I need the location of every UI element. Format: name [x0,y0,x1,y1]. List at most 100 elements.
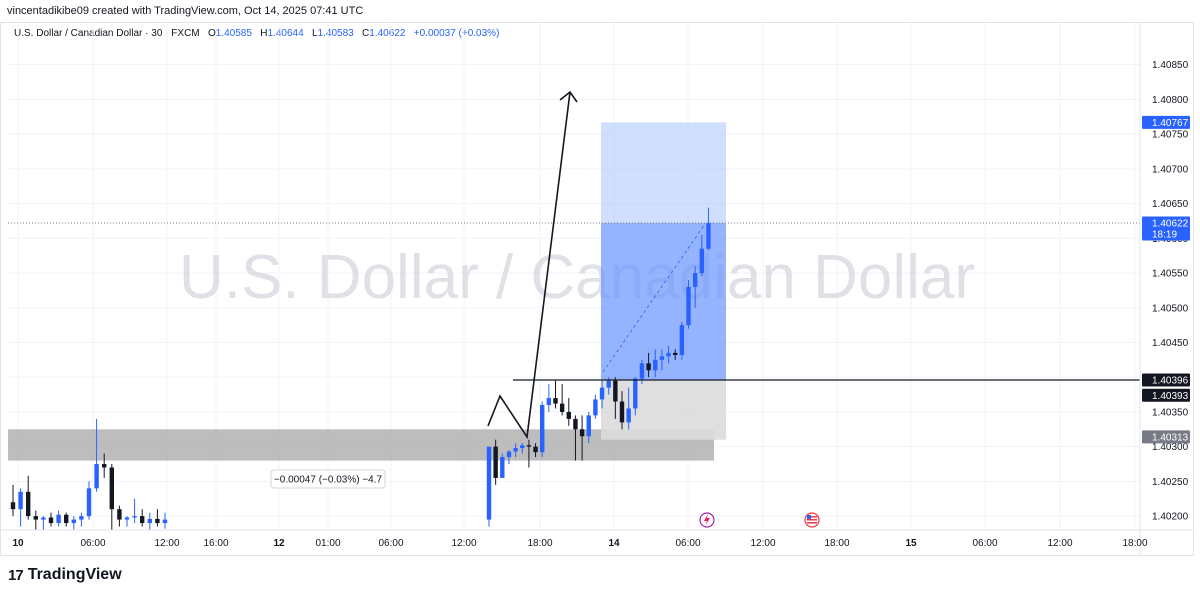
candle-up[interactable] [666,352,671,357]
projection-arrow[interactable] [487,91,571,440]
measure-box[interactable] [270,469,386,489]
filled-target-zone[interactable] [601,223,726,380]
candle-down[interactable] [10,502,16,510]
candle-down[interactable] [566,411,571,419]
candle-down[interactable] [579,429,585,437]
low-label: L [311,28,318,39]
candle-down[interactable] [573,418,578,430]
candle-up[interactable] [520,445,525,449]
time-tick-label: 12:00 [1047,538,1072,549]
time-tick-label: 06:00 [378,538,403,549]
price-axis[interactable]: 1.402001.402501.403001.403501.404001.404… [1139,23,1189,555]
time-tick-label: 06:00 [972,538,997,549]
high-label: H [260,28,268,39]
target-zone[interactable] [601,122,726,380]
candle-up[interactable] [124,517,130,520]
target-price-label: 1.40767 [1152,118,1189,129]
entry2-price-label-bg [1142,388,1190,402]
brand-name: TradingView [27,566,122,583]
candle-down[interactable] [117,509,122,520]
candle-down[interactable] [646,363,651,371]
price-tick-label: 1.40250 [1152,477,1189,488]
candle-up[interactable] [692,273,698,287]
time-tick-label: 15 [905,538,917,549]
candle-up[interactable] [686,286,691,326]
support-zone[interactable] [8,429,714,461]
candle-up[interactable] [599,387,605,400]
time-tick-label: 12:00 [451,538,476,549]
candle-down[interactable] [33,516,38,520]
candle-up[interactable] [540,404,545,453]
candle-up[interactable] [706,223,711,249]
candle-up[interactable] [500,457,505,478]
low-value: 1.40583 [317,28,354,39]
candles-layer[interactable] [10,207,711,530]
candle-up[interactable] [513,448,518,452]
candle-up[interactable] [659,356,665,360]
candle-up[interactable] [639,363,645,379]
time-tick-label: 12:00 [154,538,179,549]
candle-up[interactable] [586,415,591,437]
candle-up[interactable] [546,398,552,405]
candle-up[interactable] [506,451,512,458]
candle-down[interactable] [140,516,145,524]
candle-down[interactable] [673,352,678,355]
candle-up[interactable] [593,399,598,416]
flag-canton [807,515,811,519]
candle-up[interactable] [94,464,99,489]
candle-up[interactable] [71,519,76,524]
candle-up[interactable] [86,488,92,517]
stop-zone[interactable] [601,379,726,440]
close-value: 1.40622 [369,28,406,39]
drawings-layer[interactable]: −0.00047 (−0.03%) −4.7 [270,90,1140,489]
candle-up[interactable] [18,491,23,510]
event-icons[interactable] [699,512,820,528]
candle-down[interactable] [619,401,625,423]
candle-up[interactable] [79,516,84,520]
time-tick-label: 10 [12,538,24,549]
candle-down[interactable] [48,517,54,524]
candle-up[interactable] [41,517,46,520]
candle-down[interactable] [553,398,558,404]
symbol-name[interactable]: U.S. Dollar / Canadian Dollar · 30 · FXC… [14,28,200,39]
candle-up[interactable] [633,378,638,409]
candle-down[interactable] [493,446,498,478]
candle-down[interactable] [26,491,31,517]
candle-up[interactable] [162,519,168,524]
candle-up[interactable] [132,516,137,518]
candle-up[interactable] [486,446,492,520]
candle-down[interactable] [526,445,532,447]
tradingview-logo-icon: 17 [8,566,24,584]
price-tick-label: 1.40850 [1152,60,1189,71]
time-axis[interactable]: 10 06:00 12:00 16:00 12 01:00 06:00 12:00 18:00 1… [1,529,1193,549]
time-tick-label: 16:00 [203,538,228,549]
time-tick-label: 12 [273,538,285,549]
entry-price-label-bg [1142,373,1190,387]
price-tick-label: 1.40700 [1152,164,1189,175]
change-value: +0.00037 (+0.03%) [413,28,500,39]
candle-down[interactable] [102,464,107,468]
candle-up[interactable] [653,359,658,371]
candle-up[interactable] [56,514,61,524]
time-tick-label: 18:00 [1122,538,1147,549]
candle-down[interactable] [109,467,114,510]
candle-down[interactable] [559,403,565,412]
time-tick-label: 18:00 [824,538,849,549]
candle-down[interactable] [533,446,538,453]
tradingview-brand[interactable]: 17 TradingView [8,566,122,584]
price-tick-label: 1.40350 [1152,407,1189,418]
time-tick-label: 01:00 [315,538,340,549]
target-price-label-bg [1142,115,1190,129]
candle-up[interactable] [147,518,152,524]
price-tick-label: 1.40800 [1152,95,1189,106]
candle-down[interactable] [64,514,69,524]
time-tick-label: 14 [608,538,620,549]
candle-up[interactable] [626,408,631,423]
candle-down[interactable] [613,380,618,402]
candle-down[interactable] [155,518,160,524]
candle-up[interactable] [699,248,704,274]
candle-up[interactable] [606,380,611,388]
candle-up[interactable] [679,325,685,355]
